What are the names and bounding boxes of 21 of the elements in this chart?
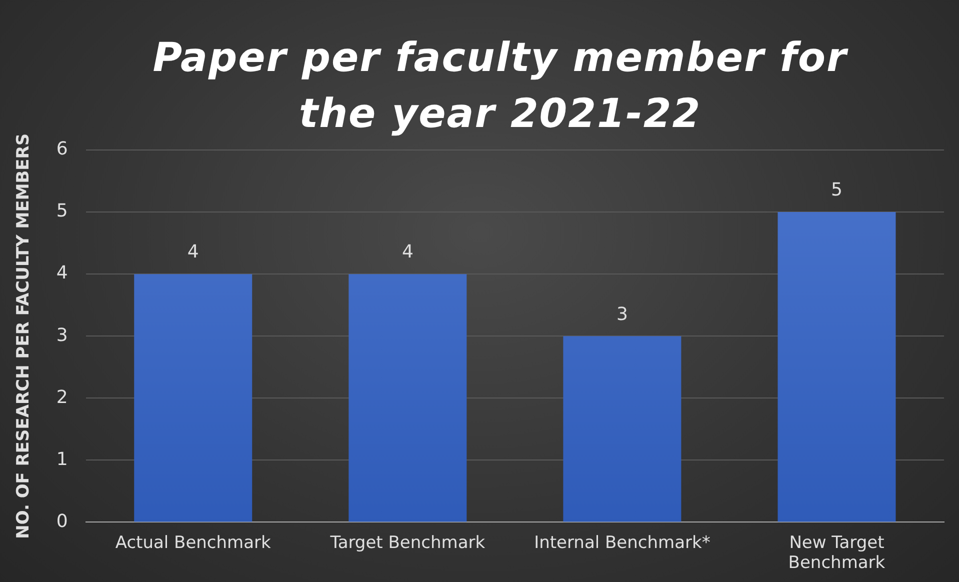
data-label: 4: [402, 242, 414, 263]
x-tick-label: Internal Benchmark*: [534, 532, 710, 553]
bar: [563, 336, 682, 522]
y-tick-label: 6: [56, 138, 68, 160]
y-tick-label: 0: [56, 510, 68, 532]
x-tick-label: Target Benchmark: [329, 532, 486, 553]
data-label: 4: [187, 242, 199, 263]
x-tick-label: Actual Benchmark: [115, 532, 272, 553]
x-tick-label: New Target Benchmark: [788, 532, 886, 574]
y-tick-label: 5: [56, 200, 68, 222]
bar: [778, 212, 896, 522]
y-tick-label: 3: [56, 324, 68, 346]
y-axis-title: NO. OF RESEARCH PER FACULTY MEMBERS: [14, 133, 34, 539]
chart-title: Paper per faculty member for the year 2021-22: [152, 34, 850, 139]
data-label: 5: [831, 180, 842, 201]
y-tick-label: 4: [56, 262, 68, 284]
bar: [134, 274, 252, 522]
bar: [348, 274, 467, 522]
data-label: 3: [616, 304, 628, 325]
y-tick-label: 1: [56, 448, 68, 470]
y-tick-label: 2: [56, 386, 68, 408]
